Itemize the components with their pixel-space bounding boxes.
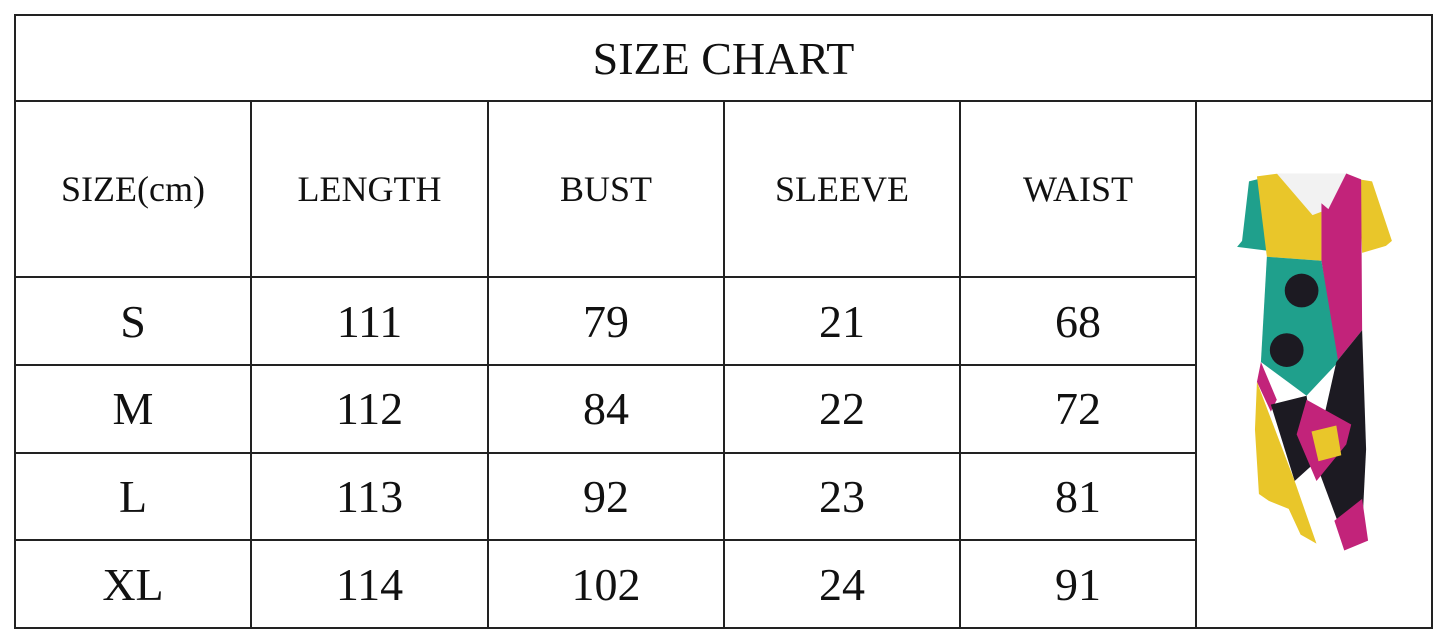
cell-size: L bbox=[14, 451, 252, 542]
table-row: S 111 79 21 68 bbox=[14, 276, 1432, 366]
cell-sleeve: 24 bbox=[723, 539, 961, 629]
size-chart-table: SIZE CHART SIZE(cm) LENGTH BUST SLEEVE W… bbox=[14, 14, 1433, 629]
cell-length: 114 bbox=[250, 539, 489, 629]
chart-title: SIZE CHART bbox=[14, 14, 1433, 102]
header-length: LENGTH bbox=[250, 99, 489, 279]
cell-length: 112 bbox=[250, 364, 489, 454]
product-image-cell bbox=[1195, 100, 1433, 629]
cell-waist: 91 bbox=[959, 539, 1197, 629]
table-row: XL 114 102 24 91 bbox=[14, 539, 1432, 629]
cell-length: 113 bbox=[250, 451, 489, 542]
table-row: M 112 84 22 72 bbox=[14, 364, 1432, 454]
cell-bust: 92 bbox=[487, 451, 725, 542]
cell-length: 111 bbox=[250, 276, 489, 366]
cell-waist: 72 bbox=[959, 364, 1197, 454]
cell-bust: 84 bbox=[487, 364, 725, 454]
table-row: L 113 92 23 81 bbox=[14, 451, 1432, 542]
cell-sleeve: 21 bbox=[723, 276, 961, 366]
header-sleeve: SLEEVE bbox=[723, 99, 961, 279]
header-size: SIZE(cm) bbox=[14, 99, 252, 279]
cell-bust: 102 bbox=[487, 539, 725, 629]
cell-sleeve: 23 bbox=[723, 451, 961, 542]
header-waist: WAIST bbox=[959, 99, 1197, 279]
header-bust: BUST bbox=[487, 99, 725, 279]
cell-sleeve: 22 bbox=[723, 364, 961, 454]
cell-size: XL bbox=[14, 539, 252, 629]
cell-size: M bbox=[14, 364, 252, 454]
cell-bust: 79 bbox=[487, 276, 725, 366]
cell-waist: 68 bbox=[959, 276, 1197, 366]
header-row: SIZE(cm) LENGTH BUST SLEEVE WAIST bbox=[14, 99, 1433, 629]
cell-waist: 81 bbox=[959, 451, 1197, 542]
cell-size: S bbox=[14, 276, 252, 366]
dress-image bbox=[1237, 173, 1392, 551]
